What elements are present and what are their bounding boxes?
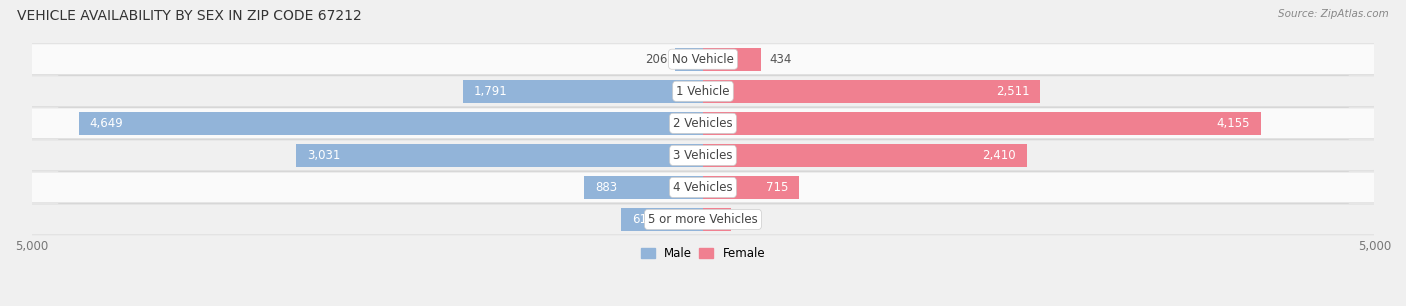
Text: 4 Vehicles: 4 Vehicles (673, 181, 733, 194)
FancyBboxPatch shape (31, 44, 1375, 75)
FancyBboxPatch shape (31, 204, 1375, 235)
Text: 4,649: 4,649 (90, 117, 124, 130)
Text: Source: ZipAtlas.com: Source: ZipAtlas.com (1278, 9, 1389, 19)
Bar (703, 80, 1040, 103)
FancyBboxPatch shape (31, 76, 1375, 107)
Text: No Vehicle: No Vehicle (672, 53, 734, 66)
Text: 5 or more Vehicles: 5 or more Vehicles (648, 213, 758, 226)
Text: 1,791: 1,791 (474, 85, 508, 98)
Text: 4,155: 4,155 (1216, 117, 1250, 130)
Bar (297, 144, 703, 167)
Text: 3,031: 3,031 (307, 149, 340, 162)
Bar (79, 112, 703, 135)
Bar (675, 48, 703, 71)
Text: 211: 211 (740, 213, 762, 226)
FancyBboxPatch shape (31, 172, 1375, 203)
Bar (621, 208, 703, 231)
Text: 3 Vehicles: 3 Vehicles (673, 149, 733, 162)
FancyBboxPatch shape (31, 108, 1375, 139)
Text: 610: 610 (631, 213, 654, 226)
Bar (463, 80, 703, 103)
Text: VEHICLE AVAILABILITY BY SEX IN ZIP CODE 67212: VEHICLE AVAILABILITY BY SEX IN ZIP CODE … (17, 9, 361, 23)
Text: 2,511: 2,511 (995, 85, 1029, 98)
FancyBboxPatch shape (31, 140, 1375, 171)
Bar (703, 144, 1026, 167)
Text: 2,410: 2,410 (983, 149, 1017, 162)
Bar (703, 112, 1261, 135)
Text: 715: 715 (766, 181, 789, 194)
Bar (703, 176, 799, 199)
Text: 206: 206 (645, 53, 668, 66)
Text: 883: 883 (595, 181, 617, 194)
Text: 434: 434 (769, 53, 792, 66)
Bar (585, 176, 703, 199)
Legend: Male, Female: Male, Female (636, 243, 770, 265)
Bar (703, 208, 731, 231)
Bar (703, 48, 761, 71)
Text: 1 Vehicle: 1 Vehicle (676, 85, 730, 98)
Text: 2 Vehicles: 2 Vehicles (673, 117, 733, 130)
